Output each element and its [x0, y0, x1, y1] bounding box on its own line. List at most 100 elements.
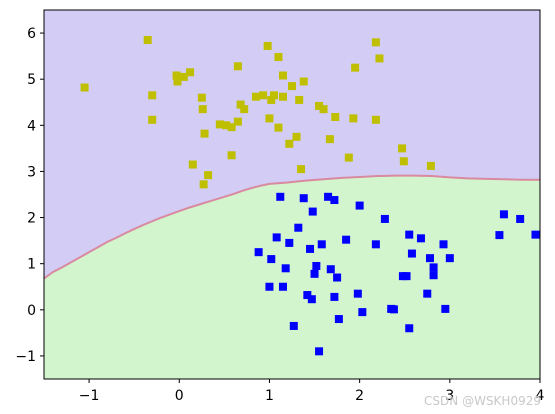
data-point-series-1 — [240, 105, 249, 114]
y-tick-label: 5 — [27, 72, 36, 88]
data-point-series-1 — [344, 153, 353, 162]
data-point-series-1 — [351, 63, 360, 72]
y-tick-label: 4 — [27, 118, 36, 134]
data-point-series-2 — [429, 271, 438, 280]
data-point-series-2 — [330, 196, 339, 205]
data-point-series-2 — [429, 263, 438, 272]
data-point-series-2 — [495, 231, 504, 240]
data-point-series-2 — [324, 192, 333, 201]
data-point-series-1 — [251, 92, 260, 101]
data-point-series-1 — [233, 62, 242, 71]
y-tick-label: 1 — [27, 257, 36, 273]
data-point-series-2 — [342, 235, 351, 244]
data-point-series-1 — [292, 132, 301, 141]
data-point-series-2 — [303, 291, 312, 300]
data-point-series-2 — [425, 254, 434, 263]
y-tick-label: −1 — [15, 349, 36, 365]
data-point-series-2 — [407, 249, 416, 258]
data-point-series-1 — [188, 160, 197, 169]
data-point-series-1 — [426, 161, 435, 170]
data-point-series-1 — [274, 123, 283, 132]
data-point-series-1 — [204, 171, 213, 180]
data-point-series-2 — [380, 214, 389, 223]
data-point-series-2 — [516, 214, 525, 223]
data-point-series-2 — [289, 321, 298, 330]
data-point-series-2 — [272, 233, 281, 242]
data-point-series-1 — [236, 100, 245, 109]
data-point-series-1 — [278, 71, 287, 80]
data-point-series-2 — [416, 234, 425, 243]
data-point-series-1 — [325, 135, 334, 144]
data-point-series-1 — [297, 165, 306, 174]
data-point-series-2 — [358, 308, 367, 317]
data-point-series-1 — [274, 53, 283, 62]
data-point-series-2 — [330, 292, 339, 301]
data-point-series-2 — [423, 289, 432, 298]
data-points — [80, 35, 540, 356]
data-point-series-2 — [265, 282, 274, 291]
data-point-series-1 — [375, 54, 384, 63]
data-point-series-2 — [299, 194, 308, 203]
data-point-series-2 — [355, 201, 364, 210]
data-point-series-2 — [317, 240, 326, 249]
data-point-series-2 — [276, 192, 285, 201]
data-point-series-2 — [267, 255, 276, 264]
data-point-series-2 — [334, 315, 343, 324]
data-point-series-2 — [333, 273, 342, 282]
x-tick-label: 4 — [536, 388, 545, 404]
data-point-series-1 — [371, 115, 380, 124]
data-point-series-2 — [254, 248, 263, 257]
data-point-series-1 — [233, 117, 242, 126]
plot-frame — [43, 9, 541, 380]
data-point-series-2 — [405, 324, 414, 333]
x-tick-label: 3 — [445, 388, 454, 404]
data-point-series-2 — [441, 304, 450, 313]
decision-boundary-line — [44, 174, 540, 280]
data-point-series-1 — [349, 114, 358, 123]
data-point-series-1 — [199, 180, 208, 189]
data-point-series-2 — [499, 210, 508, 219]
data-point-series-1 — [295, 95, 304, 104]
data-point-series-1 — [267, 95, 276, 104]
data-point-series-1 — [143, 35, 152, 44]
data-point-series-2 — [389, 305, 398, 314]
data-point-series-1 — [173, 77, 182, 86]
data-point-series-1 — [315, 101, 324, 110]
data-point-series-1 — [186, 68, 195, 77]
data-point-series-1 — [269, 91, 278, 100]
y-tick-label: 6 — [27, 26, 36, 42]
data-point-series-2 — [315, 347, 324, 356]
data-point-series-1 — [148, 115, 157, 124]
data-point-series-2 — [312, 261, 321, 270]
y-tick-label: 0 — [27, 303, 36, 319]
y-axis: −1 0 1 2 3 4 5 6 — [15, 26, 44, 365]
x-axis: −1 0 1 2 3 4 — [79, 379, 545, 404]
data-point-series-1 — [215, 120, 224, 129]
data-point-series-1 — [222, 121, 231, 130]
x-tick-label: 2 — [355, 388, 364, 404]
data-point-series-2 — [307, 295, 316, 304]
plot-area — [44, 10, 540, 379]
data-point-series-2 — [278, 282, 287, 291]
data-point-series-1 — [198, 105, 207, 114]
data-point-series-1 — [299, 77, 308, 86]
data-point-series-1 — [259, 91, 268, 100]
data-point-series-2 — [310, 269, 319, 278]
x-tick-label: −1 — [79, 388, 100, 404]
data-point-series-1 — [371, 38, 380, 47]
data-point-series-1 — [227, 151, 236, 160]
data-point-series-2 — [281, 264, 290, 273]
data-point-series-1 — [197, 93, 206, 102]
data-point-series-1 — [278, 92, 287, 101]
data-point-series-2 — [531, 230, 540, 239]
data-point-series-1 — [172, 71, 181, 80]
data-point-series-1 — [227, 123, 236, 132]
data-point-series-2 — [371, 240, 380, 249]
data-point-series-1 — [319, 105, 328, 114]
data-point-series-2 — [308, 207, 317, 216]
data-point-series-2 — [285, 238, 294, 247]
data-point-series-2 — [439, 240, 448, 249]
data-point-series-1 — [179, 72, 188, 81]
data-point-series-2 — [306, 244, 315, 253]
